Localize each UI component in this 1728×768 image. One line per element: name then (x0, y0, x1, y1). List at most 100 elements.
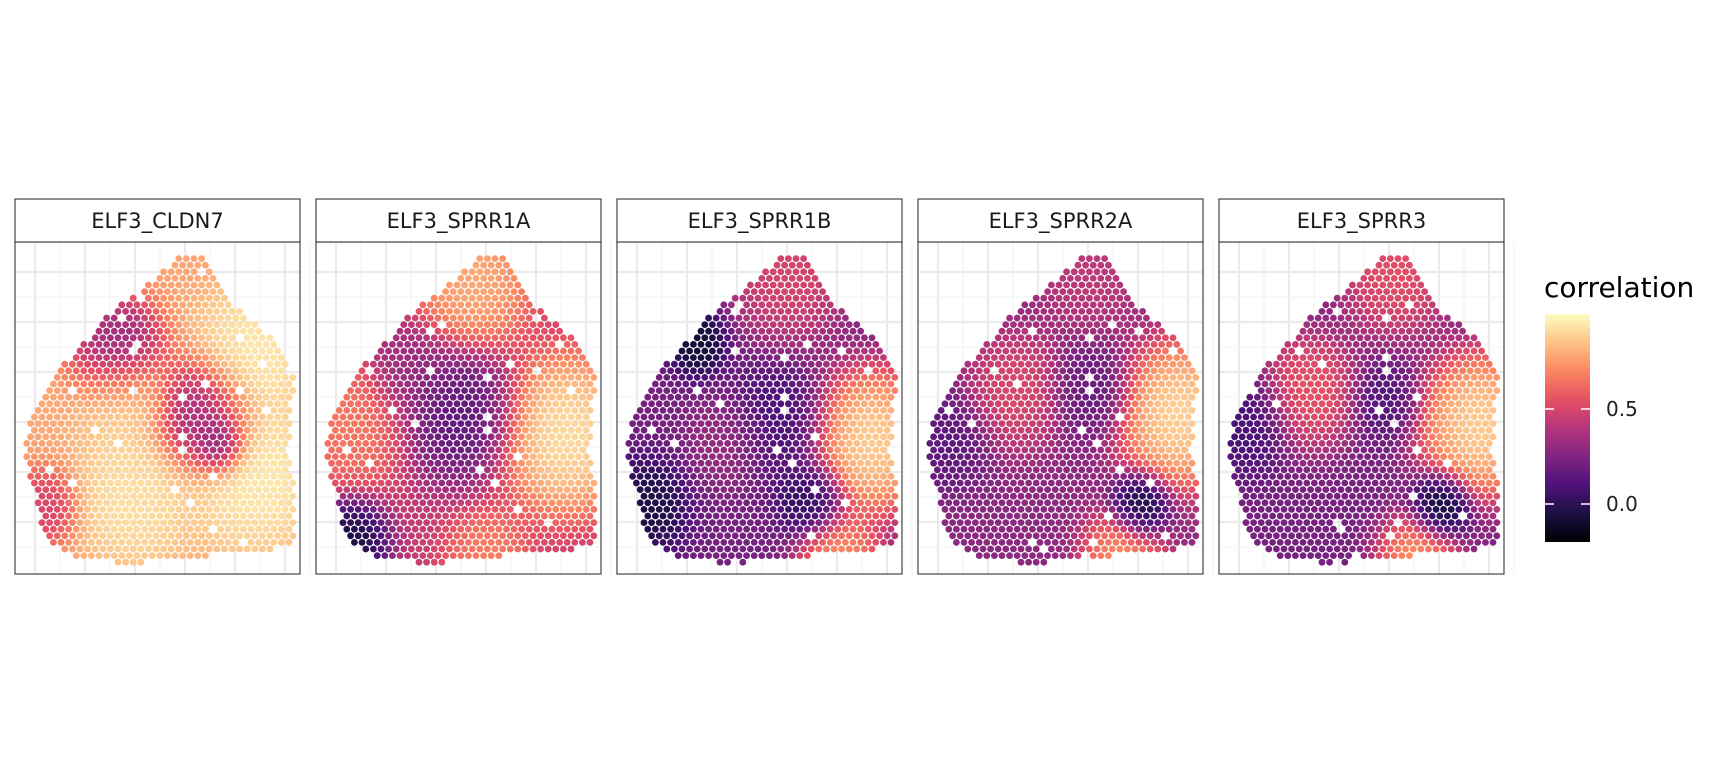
spot (377, 545, 385, 553)
spot (556, 327, 563, 335)
spot (430, 400, 438, 408)
spot (1059, 539, 1067, 546)
spot (137, 308, 145, 315)
spot (845, 506, 853, 513)
spot (69, 545, 76, 553)
spot (1112, 301, 1120, 309)
spot (964, 387, 972, 394)
spot (1032, 334, 1040, 342)
spot (339, 466, 347, 474)
spot (236, 308, 244, 315)
spot (453, 466, 461, 474)
spot (232, 459, 240, 467)
spot (758, 301, 766, 309)
spot (964, 413, 972, 421)
spot (728, 486, 735, 493)
spot (88, 525, 95, 533)
spot (887, 486, 895, 493)
spot (682, 459, 690, 467)
spot (377, 400, 385, 408)
spot (247, 407, 255, 414)
spot (1070, 347, 1078, 355)
spot (750, 354, 758, 361)
spot (792, 360, 800, 368)
spot (1040, 360, 1048, 368)
spot (1097, 275, 1105, 282)
spot (1146, 506, 1154, 513)
spot (506, 347, 514, 355)
spot (758, 354, 766, 361)
spot (255, 473, 262, 480)
spot (183, 387, 190, 394)
spot (1177, 519, 1184, 526)
spot (95, 486, 103, 493)
spot (145, 334, 152, 342)
spot (167, 400, 175, 408)
spot (522, 519, 529, 526)
spot (1177, 347, 1184, 355)
spot (251, 321, 259, 328)
spot (758, 552, 766, 559)
spot (1025, 545, 1032, 553)
spot (983, 341, 991, 348)
spot (579, 459, 586, 467)
spot (453, 294, 461, 302)
spot (1082, 314, 1089, 322)
spot (579, 380, 586, 388)
spot (830, 321, 838, 328)
spot (956, 532, 964, 540)
spot (567, 334, 575, 342)
spot (533, 539, 541, 546)
spot (887, 512, 895, 520)
spot (385, 440, 392, 447)
spot (807, 294, 815, 302)
spot (864, 539, 872, 546)
spot (853, 321, 861, 328)
spot (667, 499, 674, 507)
spot (975, 393, 983, 401)
spot (38, 492, 46, 500)
spot (61, 360, 69, 368)
spot (826, 420, 834, 427)
spot (377, 360, 385, 368)
spot (1021, 459, 1029, 467)
spot (205, 308, 213, 315)
spot (868, 519, 876, 526)
spot (506, 545, 514, 553)
spot (266, 400, 274, 408)
spot (525, 327, 533, 335)
spot (141, 354, 149, 361)
spot (281, 360, 289, 368)
spot (883, 387, 891, 394)
spot (1154, 374, 1162, 381)
spot (274, 360, 281, 368)
spot (480, 446, 487, 454)
spot (31, 453, 38, 460)
spot (1029, 433, 1036, 441)
spot (1105, 393, 1112, 401)
spot (849, 407, 857, 414)
spot (880, 354, 887, 361)
spot (411, 499, 419, 507)
spot (949, 506, 956, 513)
spot (449, 393, 457, 401)
spot (697, 380, 705, 388)
spot (430, 360, 438, 368)
spot (541, 380, 548, 388)
spot (796, 275, 804, 282)
spot (678, 519, 686, 526)
spot (110, 459, 118, 467)
spot (819, 407, 826, 414)
spot (145, 360, 152, 368)
spot (1089, 393, 1097, 401)
spot (724, 532, 731, 540)
spot (1177, 466, 1184, 474)
spot (259, 347, 266, 355)
spot (1093, 347, 1101, 355)
spot (411, 327, 419, 335)
spot (701, 532, 709, 540)
spot (1089, 288, 1097, 295)
spot (156, 275, 164, 282)
spot (472, 446, 480, 454)
spot (499, 294, 506, 302)
